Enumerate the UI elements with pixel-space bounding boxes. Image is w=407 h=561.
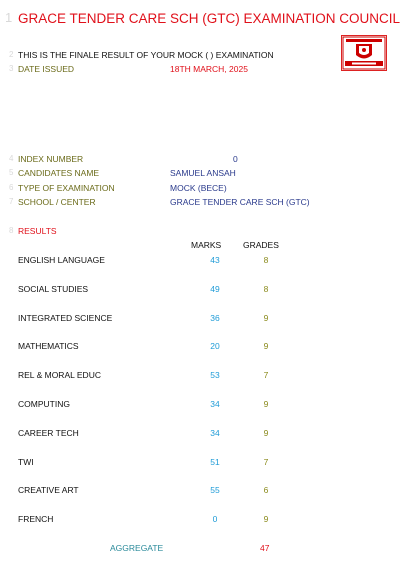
date-issued-value: 18TH MARCH, 2025 [170, 64, 248, 74]
subject-grade: 9 [263, 313, 269, 323]
subject-marks: 34 [210, 399, 220, 409]
subject-marks: 49 [210, 284, 220, 294]
subject-marks: 0 [212, 514, 218, 524]
subject-name: CAREER TECH [18, 428, 79, 438]
index-number-value: 0 [233, 154, 238, 164]
school-center-label: SCHOOL / CENTER [18, 197, 96, 207]
subject-name: SOCIAL STUDIES [18, 284, 89, 294]
subject-marks: 36 [210, 313, 220, 323]
subject-grade: 8 [263, 284, 269, 294]
school-crest-icon [341, 35, 387, 71]
result-notice: THIS IS THE FINALE RESULT OF YOUR MOCK (… [18, 50, 274, 60]
subject-name: INTEGRATED SCIENCE [18, 313, 113, 323]
row-number-3: 3 [9, 64, 14, 73]
subject-marks: 55 [210, 485, 220, 495]
row-number-1: 1 [5, 10, 13, 25]
subject-grade: 9 [263, 399, 269, 409]
subject-name: REL & MORAL EDUC [18, 370, 101, 380]
subject-marks: 51 [210, 457, 220, 467]
grades-column-header: GRADES [243, 240, 279, 250]
school-center-value: GRACE TENDER CARE SCH (GTC) [170, 197, 310, 207]
candidate-name-value: SAMUEL ANSAH [170, 168, 236, 178]
subject-name: TWI [18, 457, 34, 467]
exam-type-label: TYPE OF EXAMINATION [18, 183, 115, 193]
exam-type-value: MOCK (BECE) [170, 183, 227, 193]
council-title: GRACE TENDER CARE SCH (GTC) EXAMINATION … [18, 11, 401, 26]
subject-grade: 9 [263, 514, 269, 524]
subject-marks: 53 [210, 370, 220, 380]
subject-marks: 20 [210, 341, 220, 351]
subject-grade: 8 [263, 255, 269, 265]
row-number-7: 7 [9, 197, 14, 206]
subject-name: FRENCH [18, 514, 54, 524]
school-crest-graphic [342, 36, 386, 70]
subject-grade: 9 [263, 341, 269, 351]
subject-grade: 9 [263, 428, 269, 438]
aggregate-value: 47 [260, 543, 270, 553]
date-issued-label: DATE ISSUED [18, 64, 75, 74]
subject-name: MATHEMATICS [18, 341, 79, 351]
candidate-name-label: CANDIDATES NAME [18, 168, 100, 178]
subject-marks: 43 [210, 255, 220, 265]
row-number-4: 4 [9, 154, 14, 163]
subject-grade: 6 [263, 485, 269, 495]
row-number-5: 5 [9, 168, 14, 177]
index-number-label: INDEX NUMBER [18, 154, 84, 164]
subject-name: COMPUTING [18, 399, 70, 409]
row-number-2: 2 [9, 50, 14, 59]
marks-column-header: MARKS [191, 240, 222, 250]
row-number-8: 8 [9, 226, 14, 235]
subject-grade: 7 [263, 457, 269, 467]
row-number-6: 6 [9, 183, 14, 192]
subject-name: ENGLISH LANGUAGE [18, 255, 105, 265]
subject-grade: 7 [263, 370, 269, 380]
aggregate-label: AGGREGATE [110, 543, 164, 553]
subject-name: CREATIVE ART [18, 485, 79, 495]
results-heading: RESULTS [18, 226, 57, 236]
subject-marks: 34 [210, 428, 220, 438]
